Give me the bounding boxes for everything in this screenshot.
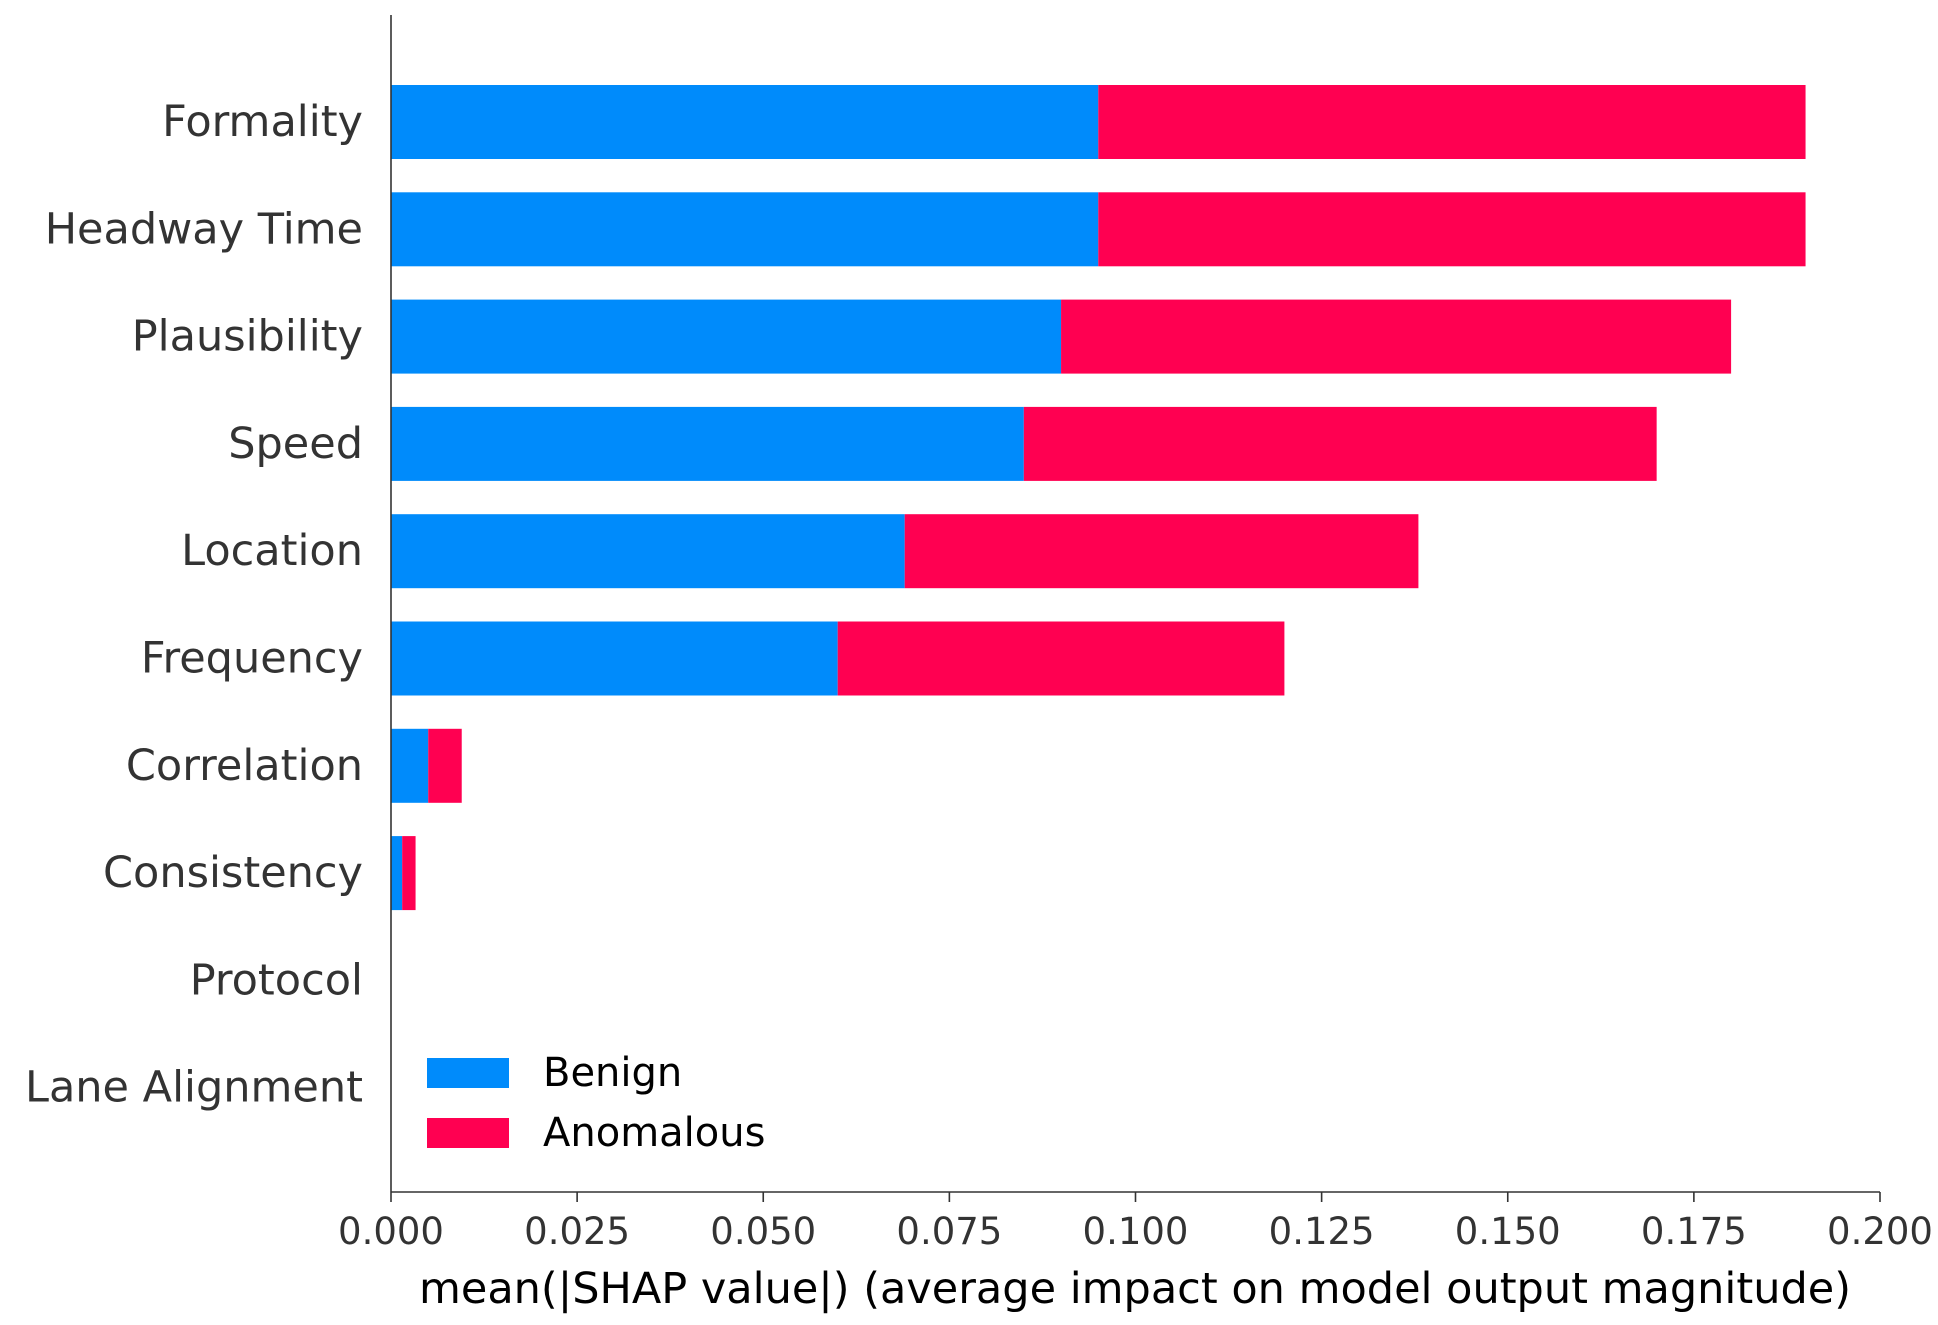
- x-tick-label: 0.175: [1641, 1210, 1747, 1253]
- bar-location-benign: [391, 514, 905, 589]
- legend-label-benign: Benign: [543, 1050, 682, 1096]
- x-tick-label: 0.100: [1083, 1210, 1189, 1253]
- bar-plausibility-benign: [391, 299, 1062, 374]
- x-tick-label: 0.150: [1455, 1210, 1561, 1253]
- category-labels: Formality Headway Time Plausibility Speed Lo…: [25, 97, 363, 1113]
- category-label-correlation: Correlation: [126, 741, 363, 791]
- x-tick-label: 0.075: [896, 1210, 1002, 1253]
- x-axis-title: mean(|SHAP value|) (average impact on mo…: [419, 1264, 1851, 1314]
- legend: Benign Anomalous: [427, 1050, 765, 1156]
- category-label-plausibility: Plausibility: [132, 312, 363, 362]
- category-label-lane-alignment: Lane Alignment: [25, 1063, 363, 1113]
- bar-speed-benign: [391, 406, 1024, 481]
- bar-frequency-benign: [391, 621, 838, 696]
- x-tick-label: 0.200: [1827, 1210, 1933, 1253]
- category-label-frequency: Frequency: [141, 634, 363, 684]
- category-label-protocol: Protocol: [190, 955, 363, 1005]
- bar-location-anomalous: [904, 514, 1419, 589]
- x-tick-label: 0.125: [1269, 1210, 1375, 1253]
- bar-headway-time-anomalous: [1098, 192, 1806, 267]
- x-tick-label: 0.050: [710, 1210, 816, 1253]
- bar-consistency-benign: [391, 836, 403, 911]
- bar-plausibility-anomalous: [1061, 299, 1732, 374]
- category-label-formality: Formality: [162, 97, 363, 147]
- bar-formality-benign: [391, 85, 1099, 159]
- bar-correlation-benign: [391, 728, 429, 803]
- x-tick-label: 0.025: [524, 1210, 630, 1253]
- legend-swatch-anomalous: [427, 1118, 509, 1148]
- bars-group: [391, 85, 1806, 911]
- x-tick-label: 0.000: [338, 1210, 444, 1253]
- bar-frequency-anomalous: [837, 621, 1285, 696]
- x-ticks: 0.000 0.025 0.050 0.075 0.100 0.125 0.150 0.175…: [338, 1192, 1933, 1253]
- legend-label-anomalous: Anomalous: [543, 1110, 765, 1156]
- category-label-speed: Speed: [228, 419, 363, 469]
- bar-consistency-anomalous: [402, 836, 416, 911]
- bar-correlation-anomalous: [428, 728, 462, 803]
- category-label-headway-time: Headway Time: [45, 204, 363, 254]
- bar-formality-anomalous: [1098, 85, 1806, 159]
- category-label-consistency: Consistency: [103, 848, 363, 898]
- bar-speed-anomalous: [1023, 406, 1657, 481]
- legend-swatch-benign: [427, 1058, 509, 1088]
- bar-headway-time-benign: [391, 192, 1099, 267]
- category-label-location: Location: [181, 526, 363, 576]
